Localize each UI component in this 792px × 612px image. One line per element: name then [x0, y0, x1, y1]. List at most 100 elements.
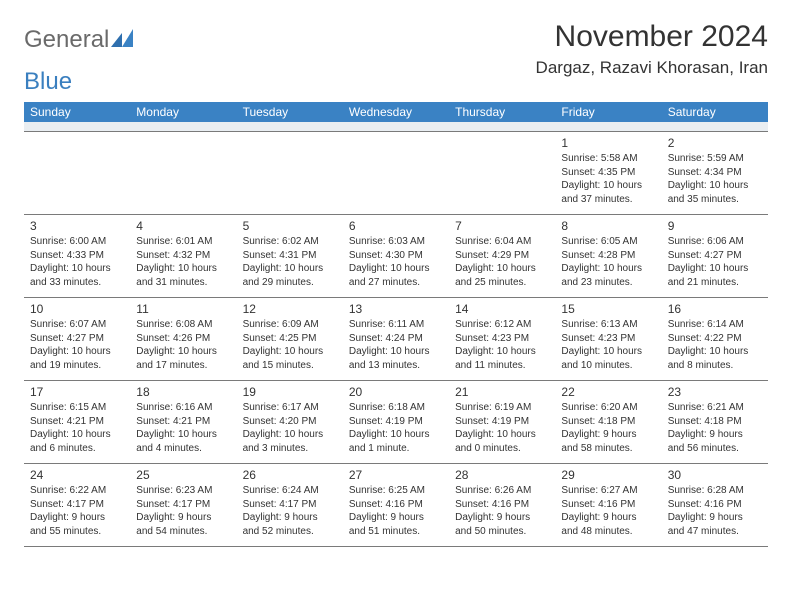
- sunset-text: Sunset: 4:34 PM: [668, 166, 762, 180]
- day-number: 24: [30, 467, 124, 483]
- sunrise-text: Sunrise: 6:21 AM: [668, 401, 762, 415]
- day-number: 26: [243, 467, 337, 483]
- daylight-text: Daylight: 9 hours and 58 minutes.: [561, 428, 655, 455]
- day-cell: 24Sunrise: 6:22 AMSunset: 4:17 PMDayligh…: [24, 464, 130, 546]
- week-row: 17Sunrise: 6:15 AMSunset: 4:21 PMDayligh…: [24, 381, 768, 464]
- sunset-text: Sunset: 4:27 PM: [668, 249, 762, 263]
- day-cell: 5Sunrise: 6:02 AMSunset: 4:31 PMDaylight…: [237, 215, 343, 297]
- day-cell: 29Sunrise: 6:27 AMSunset: 4:16 PMDayligh…: [555, 464, 661, 546]
- day-cell: 21Sunrise: 6:19 AMSunset: 4:19 PMDayligh…: [449, 381, 555, 463]
- page: General November 2024 Dargaz, Razavi Kho…: [0, 0, 792, 547]
- daylight-text: Daylight: 10 hours and 23 minutes.: [561, 262, 655, 289]
- weekday-mon: Monday: [130, 102, 236, 122]
- day-cell: 17Sunrise: 6:15 AMSunset: 4:21 PMDayligh…: [24, 381, 130, 463]
- daylight-text: Daylight: 10 hours and 21 minutes.: [668, 262, 762, 289]
- spacer-row: [24, 122, 768, 132]
- week-row: 1Sunrise: 5:58 AMSunset: 4:35 PMDaylight…: [24, 132, 768, 215]
- sunset-text: Sunset: 4:33 PM: [30, 249, 124, 263]
- daylight-text: Daylight: 10 hours and 15 minutes.: [243, 345, 337, 372]
- daylight-text: Daylight: 10 hours and 13 minutes.: [349, 345, 443, 372]
- sunset-text: Sunset: 4:24 PM: [349, 332, 443, 346]
- sunset-text: Sunset: 4:23 PM: [455, 332, 549, 346]
- sunrise-text: Sunrise: 6:00 AM: [30, 235, 124, 249]
- sunset-text: Sunset: 4:21 PM: [30, 415, 124, 429]
- sunset-text: Sunset: 4:28 PM: [561, 249, 655, 263]
- day-number: 6: [349, 218, 443, 234]
- sunset-text: Sunset: 4:16 PM: [349, 498, 443, 512]
- logo: General: [24, 26, 133, 54]
- sunrise-text: Sunrise: 6:03 AM: [349, 235, 443, 249]
- day-number: 12: [243, 301, 337, 317]
- day-cell: 6Sunrise: 6:03 AMSunset: 4:30 PMDaylight…: [343, 215, 449, 297]
- day-cell: 19Sunrise: 6:17 AMSunset: 4:20 PMDayligh…: [237, 381, 343, 463]
- sunset-text: Sunset: 4:18 PM: [668, 415, 762, 429]
- sunset-text: Sunset: 4:31 PM: [243, 249, 337, 263]
- sunset-text: Sunset: 4:16 PM: [561, 498, 655, 512]
- daylight-text: Daylight: 10 hours and 33 minutes.: [30, 262, 124, 289]
- daylight-text: Daylight: 10 hours and 8 minutes.: [668, 345, 762, 372]
- sunset-text: Sunset: 4:30 PM: [349, 249, 443, 263]
- sunset-text: Sunset: 4:21 PM: [136, 415, 230, 429]
- day-number: 8: [561, 218, 655, 234]
- sunset-text: Sunset: 4:25 PM: [243, 332, 337, 346]
- location: Dargaz, Razavi Khorasan, Iran: [536, 58, 768, 78]
- week-row: 3Sunrise: 6:00 AMSunset: 4:33 PMDaylight…: [24, 215, 768, 298]
- day-number: 10: [30, 301, 124, 317]
- day-cell: 1Sunrise: 5:58 AMSunset: 4:35 PMDaylight…: [555, 132, 661, 214]
- sunset-text: Sunset: 4:20 PM: [243, 415, 337, 429]
- day-number: 27: [349, 467, 443, 483]
- daylight-text: Daylight: 10 hours and 6 minutes.: [30, 428, 124, 455]
- weekday-fri: Friday: [555, 102, 661, 122]
- sunset-text: Sunset: 4:16 PM: [668, 498, 762, 512]
- day-cell: 12Sunrise: 6:09 AMSunset: 4:25 PMDayligh…: [237, 298, 343, 380]
- daylight-text: Daylight: 10 hours and 11 minutes.: [455, 345, 549, 372]
- day-number: 21: [455, 384, 549, 400]
- daylight-text: Daylight: 9 hours and 54 minutes.: [136, 511, 230, 538]
- sunrise-text: Sunrise: 6:11 AM: [349, 318, 443, 332]
- logo-text-general: General: [24, 26, 109, 54]
- daylight-text: Daylight: 9 hours and 51 minutes.: [349, 511, 443, 538]
- day-number: 14: [455, 301, 549, 317]
- sunset-text: Sunset: 4:22 PM: [668, 332, 762, 346]
- day-cell: 25Sunrise: 6:23 AMSunset: 4:17 PMDayligh…: [130, 464, 236, 546]
- daylight-text: Daylight: 10 hours and 37 minutes.: [561, 179, 655, 206]
- day-cell: 11Sunrise: 6:08 AMSunset: 4:26 PMDayligh…: [130, 298, 236, 380]
- day-cell: 7Sunrise: 6:04 AMSunset: 4:29 PMDaylight…: [449, 215, 555, 297]
- daylight-text: Daylight: 10 hours and 10 minutes.: [561, 345, 655, 372]
- weekday-thu: Thursday: [449, 102, 555, 122]
- day-number: 4: [136, 218, 230, 234]
- daylight-text: Daylight: 9 hours and 52 minutes.: [243, 511, 337, 538]
- sunrise-text: Sunrise: 6:01 AM: [136, 235, 230, 249]
- day-cell: [343, 132, 449, 214]
- day-cell: 9Sunrise: 6:06 AMSunset: 4:27 PMDaylight…: [662, 215, 768, 297]
- daylight-text: Daylight: 10 hours and 17 minutes.: [136, 345, 230, 372]
- day-cell: [237, 132, 343, 214]
- day-cell: 28Sunrise: 6:26 AMSunset: 4:16 PMDayligh…: [449, 464, 555, 546]
- sunset-text: Sunset: 4:19 PM: [455, 415, 549, 429]
- day-cell: 4Sunrise: 6:01 AMSunset: 4:32 PMDaylight…: [130, 215, 236, 297]
- day-number: 11: [136, 301, 230, 317]
- sunrise-text: Sunrise: 6:08 AM: [136, 318, 230, 332]
- sunset-text: Sunset: 4:29 PM: [455, 249, 549, 263]
- day-cell: 15Sunrise: 6:13 AMSunset: 4:23 PMDayligh…: [555, 298, 661, 380]
- day-number: 3: [30, 218, 124, 234]
- day-number: 17: [30, 384, 124, 400]
- day-number: 2: [668, 135, 762, 151]
- logo-text-blue: Blue: [24, 68, 72, 96]
- sunset-text: Sunset: 4:18 PM: [561, 415, 655, 429]
- sunset-text: Sunset: 4:16 PM: [455, 498, 549, 512]
- daylight-text: Daylight: 9 hours and 47 minutes.: [668, 511, 762, 538]
- sunset-text: Sunset: 4:17 PM: [136, 498, 230, 512]
- daylight-text: Daylight: 10 hours and 1 minute.: [349, 428, 443, 455]
- day-number: 1: [561, 135, 655, 151]
- day-number: 7: [455, 218, 549, 234]
- daylight-text: Daylight: 10 hours and 31 minutes.: [136, 262, 230, 289]
- daylight-text: Daylight: 10 hours and 19 minutes.: [30, 345, 124, 372]
- sunrise-text: Sunrise: 6:14 AM: [668, 318, 762, 332]
- daylight-text: Daylight: 9 hours and 55 minutes.: [30, 511, 124, 538]
- sunset-text: Sunset: 4:19 PM: [349, 415, 443, 429]
- day-cell: 23Sunrise: 6:21 AMSunset: 4:18 PMDayligh…: [662, 381, 768, 463]
- title-block: November 2024 Dargaz, Razavi Khorasan, I…: [536, 20, 768, 78]
- sunrise-text: Sunrise: 6:04 AM: [455, 235, 549, 249]
- day-cell: 27Sunrise: 6:25 AMSunset: 4:16 PMDayligh…: [343, 464, 449, 546]
